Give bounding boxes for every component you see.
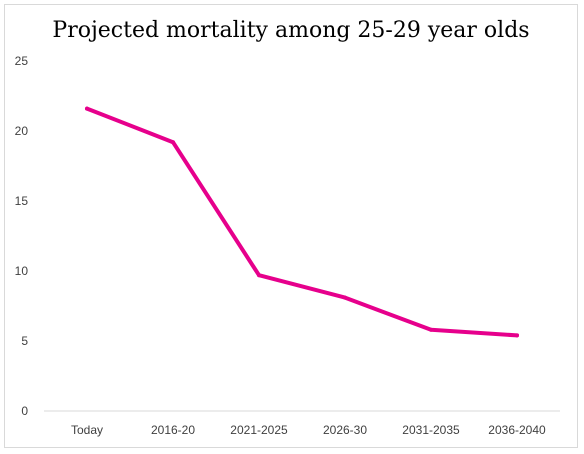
- chart-title: Projected mortality among 25-29 year old…: [52, 18, 529, 43]
- y-tick-label: 15: [15, 194, 29, 208]
- chart-frame: [4, 4, 578, 448]
- data-point: [343, 295, 347, 300]
- data-point: [429, 327, 433, 332]
- data-point: [85, 106, 89, 111]
- y-tick-label: 0: [21, 404, 28, 418]
- y-tick-label: 10: [15, 264, 29, 278]
- x-tick-label: 2036-2040: [488, 423, 546, 437]
- x-tick-label: 2016-20: [151, 423, 195, 437]
- data-point: [515, 333, 519, 338]
- y-tick-label: 20: [15, 124, 29, 138]
- x-axis-ticks: Today 2016-20 2021-2025 2026-30 2031-2035 203…: [71, 423, 546, 437]
- y-axis-ticks: 0 5 10 15 20 25: [15, 54, 29, 418]
- y-tick-label: 25: [15, 54, 29, 68]
- data-point: [171, 140, 175, 145]
- series-layer: [85, 106, 519, 338]
- x-tick-label: 2021-2025: [230, 423, 288, 437]
- series-line: [85, 106, 519, 338]
- x-tick-label: 2031-2035: [402, 423, 460, 437]
- data-point: [257, 273, 261, 278]
- x-tick-label: 2026-30: [323, 423, 367, 437]
- x-tick-label: Today: [71, 423, 103, 437]
- y-tick-label: 5: [21, 334, 28, 348]
